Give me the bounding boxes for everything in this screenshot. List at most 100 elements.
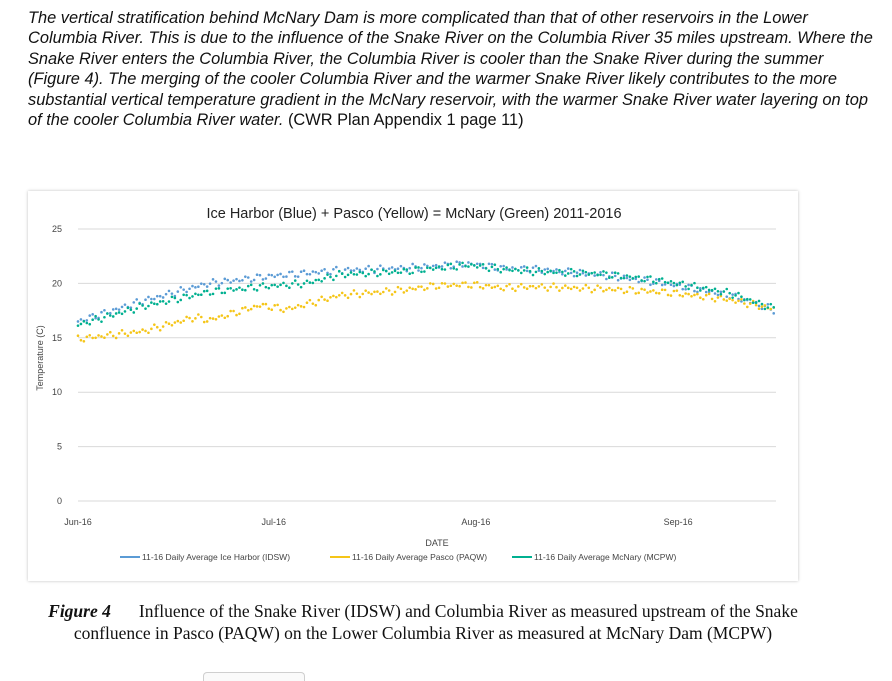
series-point <box>367 264 370 268</box>
series-point <box>663 280 667 284</box>
series-point <box>602 270 605 273</box>
series-point <box>188 287 191 291</box>
series-point <box>235 288 238 291</box>
series-point <box>534 270 538 274</box>
series-point <box>376 267 379 271</box>
series-point <box>129 308 133 312</box>
series-point <box>754 301 758 305</box>
series-point <box>202 283 206 286</box>
series-point <box>472 263 476 267</box>
series-point <box>370 268 373 271</box>
series-point <box>484 283 488 287</box>
series-point <box>179 298 183 302</box>
series-point <box>355 292 359 295</box>
series-point <box>760 305 764 308</box>
series-point <box>158 294 162 298</box>
series-point <box>499 287 503 291</box>
series-point <box>628 278 632 282</box>
series-point <box>616 278 620 282</box>
series-point <box>226 314 230 318</box>
series-point <box>135 331 139 335</box>
series-point <box>290 270 294 273</box>
series-point <box>625 290 629 294</box>
series-point <box>352 289 356 292</box>
series-point <box>85 319 89 322</box>
series-point <box>561 286 564 290</box>
series-point <box>191 284 194 288</box>
series-point <box>279 308 282 312</box>
series-point <box>94 314 97 318</box>
series-point <box>123 332 127 335</box>
series-point <box>114 307 118 311</box>
series-point <box>88 322 92 326</box>
scroll-tab[interactable] <box>203 672 305 681</box>
series-point <box>725 287 729 291</box>
series-point <box>458 261 461 264</box>
series-point <box>452 267 456 270</box>
series-point <box>411 262 414 266</box>
series-point <box>602 289 605 293</box>
series-point <box>610 276 614 279</box>
series-point <box>164 320 168 324</box>
series-point <box>478 285 482 289</box>
series-point <box>264 302 268 306</box>
series-point <box>390 293 394 296</box>
series-point <box>103 308 106 312</box>
series-point <box>364 289 367 292</box>
series-point <box>514 289 517 293</box>
series-point <box>566 272 570 275</box>
series-point <box>675 283 679 287</box>
series-point <box>249 307 253 311</box>
series-point <box>561 270 564 274</box>
series-point <box>111 308 115 311</box>
series-point <box>349 292 353 296</box>
series-point <box>514 267 517 271</box>
series-point <box>349 269 353 272</box>
intro-citation: (CWR Plan Appendix 1 page 11) <box>283 111 524 130</box>
series-point <box>481 287 485 290</box>
series-point <box>763 307 767 311</box>
series-point <box>173 296 177 300</box>
series-point <box>220 314 224 317</box>
series-point <box>678 283 682 286</box>
series-point <box>543 268 547 271</box>
series-point <box>669 283 673 287</box>
series-point <box>555 271 558 274</box>
series-point <box>649 275 652 278</box>
series-point <box>420 285 423 288</box>
series-point <box>502 267 505 271</box>
series-point <box>150 327 153 331</box>
series-point <box>505 266 508 269</box>
series-point <box>167 322 171 326</box>
series-point <box>387 267 391 270</box>
series-point <box>182 293 185 297</box>
series-point <box>528 284 532 288</box>
y-tick-label: 5 <box>57 442 62 452</box>
series-point <box>108 330 112 334</box>
series-point <box>361 292 365 296</box>
series-point <box>417 266 420 269</box>
series-point <box>517 285 520 288</box>
series-point <box>258 305 262 308</box>
series-point <box>537 285 541 288</box>
series-point <box>381 268 385 272</box>
series-point <box>276 273 279 277</box>
series-point <box>646 275 649 279</box>
series-point <box>613 274 617 278</box>
series-point <box>205 289 209 293</box>
series-point <box>261 302 265 306</box>
series-point <box>82 320 86 323</box>
series-point <box>197 285 200 289</box>
series-point <box>472 281 476 285</box>
series-point <box>569 271 573 275</box>
series-point <box>654 291 658 295</box>
intro-paragraph: The vertical stratification behind McNar… <box>28 8 878 130</box>
series-point <box>505 284 508 288</box>
series-point <box>276 303 279 307</box>
series-point <box>214 280 218 283</box>
series-point <box>423 270 426 273</box>
series-point <box>740 300 743 303</box>
series-point <box>361 271 365 275</box>
series-point <box>117 332 121 335</box>
series-point <box>713 287 717 291</box>
